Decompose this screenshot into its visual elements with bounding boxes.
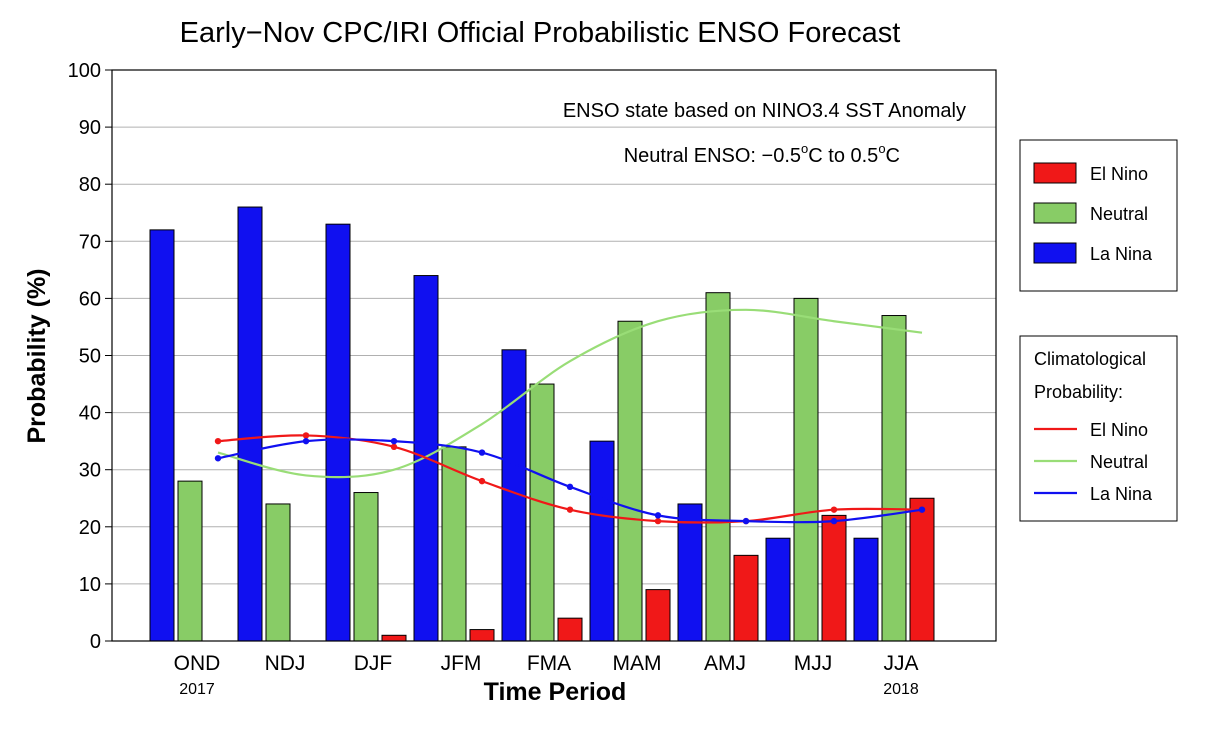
x-tick-label: DJF [354, 652, 393, 675]
legend-forecast: El Nino Neutral La Nina [1019, 139, 1178, 292]
climatology-point-el-nino [214, 437, 222, 445]
x-tick-label: NDJ [265, 652, 306, 675]
climatology-point-la-nina [390, 437, 398, 445]
legend-swatch [1033, 202, 1077, 224]
climatology-point-la-nina [742, 517, 750, 525]
legend-label: La Nina [1090, 484, 1153, 504]
bar-neutral [441, 446, 467, 642]
bar-neutral [617, 320, 643, 642]
climatology-point-la-nina [654, 512, 662, 519]
bar-el-nino [557, 617, 583, 642]
bar-la-nina [589, 440, 615, 642]
bar-layer [149, 206, 935, 642]
legend-swatch [1033, 242, 1077, 264]
bar-la-nina [677, 503, 703, 642]
legend-label: Neutral [1090, 204, 1148, 224]
annotation-line2-prefix: Neutral ENSO: −0.5 [624, 145, 801, 167]
degree-sup-2: o [878, 141, 885, 156]
bar-neutral [705, 292, 731, 642]
legend-climatology-entries: El Nino Neutral La Nina [1034, 420, 1153, 504]
y-tick-label: 70 [79, 231, 101, 253]
x-tick-label: JFM [441, 652, 482, 675]
y-tick-label: 40 [79, 403, 101, 425]
bar-el-nino [469, 629, 495, 642]
climatology-point-el-nino [654, 517, 662, 525]
x-tick-label: MJJ [794, 652, 833, 675]
x-tick-label: JJA [883, 652, 918, 675]
annotation-line2-suffix: C [886, 145, 900, 167]
climatology-point-el-nino [478, 477, 486, 485]
legend-swatch [1033, 162, 1077, 184]
x-tick-label: FMA [527, 652, 571, 675]
climatology-point-la-nina [302, 437, 310, 445]
legend-forecast-entries: El Nino Neutral La Nina [1033, 162, 1153, 264]
y-tick-label: 0 [90, 631, 101, 653]
legend-climatology-title-1: Climatological [1034, 349, 1146, 369]
legend-label: La Nina [1090, 244, 1153, 264]
legend-label: El Nino [1090, 420, 1148, 440]
climatology-point-el-nino [830, 506, 838, 513]
bar-neutral [177, 480, 203, 642]
y-tick-label: 10 [79, 574, 101, 596]
bar-neutral [793, 297, 819, 642]
bar-el-nino [645, 589, 671, 642]
annotation-line2: Neutral ENSO: −0.5oC to 0.5oC [624, 141, 900, 167]
bar-el-nino [733, 554, 759, 642]
y-tick-label: 100 [68, 60, 101, 82]
bar-neutral [529, 383, 555, 642]
chart-title: Early−Nov CPC/IRI Official Probabilistic… [180, 17, 901, 49]
x-tick-label: AMJ [704, 652, 746, 675]
climatology-point-la-nina [214, 455, 222, 462]
y-tick-label: 30 [79, 460, 101, 482]
climatology-point-el-nino [566, 506, 574, 513]
y-tick-label: 80 [79, 174, 101, 196]
bar-la-nina [853, 537, 879, 642]
y-tick-label: 90 [79, 117, 101, 139]
x-tick-label: MAM [613, 652, 662, 675]
bar-la-nina [765, 537, 791, 642]
bar-el-nino [909, 497, 935, 642]
annotation-line1: ENSO state based on NINO3.4 SST Anomaly [563, 100, 966, 122]
climatology-point-el-nino [302, 432, 310, 439]
legend-label: Neutral [1090, 452, 1148, 472]
climatology-point-el-nino [390, 443, 398, 451]
bar-el-nino [821, 514, 847, 642]
bar-el-nino [381, 634, 407, 642]
y-tick-label: 50 [79, 346, 101, 368]
y-tick-layer: 0 10 20 30 40 50 60 70 80 90 100 [68, 60, 112, 653]
y-tick-label: 60 [79, 288, 101, 310]
legend-climatology: Climatological Probability: El Nino Neutr… [1019, 335, 1178, 522]
legend-label: El Nino [1090, 164, 1148, 184]
x-axis-label: Time Period [484, 678, 627, 706]
bar-neutral [265, 503, 291, 642]
y-tick-label: 20 [79, 517, 101, 539]
year-label: 2018 [883, 681, 919, 698]
degree-sup-1: o [801, 141, 808, 156]
year-label: 2017 [179, 681, 215, 698]
bar-neutral [881, 315, 907, 642]
y-axis-label: Probability (%) [23, 268, 51, 443]
climatology-point-la-nina [830, 517, 838, 525]
bar-la-nina [149, 229, 175, 642]
annotation-line2-middle: C to 0.5 [808, 145, 878, 167]
climatology-point-la-nina [566, 483, 574, 491]
climatology-point-la-nina [478, 449, 486, 456]
bar-la-nina [325, 223, 351, 642]
legend-climatology-title-2: Probability: [1034, 382, 1123, 402]
bar-la-nina [237, 206, 263, 642]
x-tick-label: OND [174, 652, 221, 675]
climatology-line-neutral [217, 308, 923, 479]
bar-neutral [353, 492, 379, 642]
x-tick-layer: OND NDJ DJF JFM FMA MAM AMJ MJJ JJA 2017 2018 [174, 652, 919, 698]
climatology-layer [214, 308, 926, 525]
climatology-point-la-nina [918, 506, 926, 513]
